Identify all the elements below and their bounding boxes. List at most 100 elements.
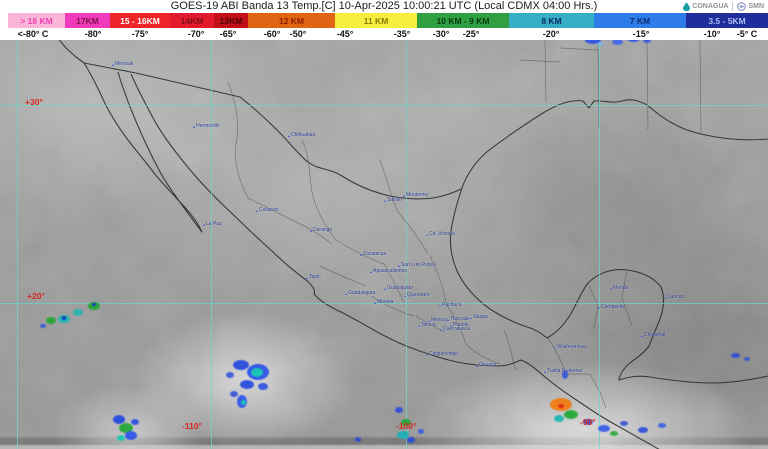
image-title: GOES-19 ABI Banda 13 Temp.[C] 10-Apr-202… [170, 0, 598, 12]
convective-cloud-cell [612, 40, 623, 45]
convective-cloud-cell [397, 431, 409, 439]
city-label: ▴ Cd. Victoria [426, 232, 455, 237]
city-marker-icon: ▴ [384, 285, 387, 291]
us-state-borders [519, 40, 702, 135]
city-name: Durango [313, 227, 333, 233]
city-label: ▴ Puebla [450, 323, 469, 328]
scale-segment: 14KM [170, 13, 214, 28]
convective-cloud-cell [113, 415, 125, 424]
city-label: ▴ Campeche [598, 305, 625, 310]
city-name: Aguascalientes [373, 268, 407, 274]
city-name: Saltillo [387, 197, 402, 203]
scale-segment: 13KM [214, 13, 248, 28]
city-marker-icon: ▴ [664, 294, 667, 300]
coast-us-west-baja [58, 40, 203, 233]
agency-logos: CONAGUA SMN [677, 1, 764, 12]
city-name: Monterrey [406, 192, 429, 198]
city-label: ▴ Hermosillo [193, 124, 220, 129]
convective-cloud-cell [418, 429, 424, 434]
map-overlay-svg [0, 40, 768, 449]
temperature-label: -60° [263, 29, 281, 39]
city-label: ▴ Mexico [428, 318, 447, 323]
city-label: ▴ Oaxaca [476, 363, 496, 368]
city-marker-icon: ▴ [256, 207, 259, 213]
coast-gulf-yucatan [449, 99, 768, 384]
city-name: Cd. Victoria [429, 231, 455, 237]
city-name: Zacatecas [363, 251, 387, 257]
city-marker-icon: ▴ [439, 302, 442, 308]
city-label: ▴ Guanajuato [384, 286, 413, 291]
scale-bar: > 18 KM 17KM 15 - 16KM 14KM 13KM 12 KM 11 KM 10… [0, 13, 768, 28]
conagua-logo: CONAGUA [683, 2, 728, 11]
city-label: ▴ Saltillo [384, 198, 402, 203]
city-marker-icon: ▴ [544, 368, 547, 374]
city-name: Tlaxcala [450, 316, 469, 322]
temperature-label: -65° [219, 29, 237, 39]
city-label: ▴ Durango [310, 228, 332, 233]
temperature-label: -10° [703, 29, 721, 39]
city-marker-icon: ▴ [288, 132, 291, 138]
satellite-map: +30° +20° -110° -100° -90° ▴ Mexicali ▴ Hermosil… [0, 40, 768, 449]
city-label: ▴ Culiacan [256, 208, 278, 213]
convective-cloud-cell [46, 317, 56, 324]
scale-segment: 11 KM [335, 13, 417, 28]
convective-cloud-cell [731, 353, 740, 358]
city-label: ▴ Jalapa [470, 315, 488, 320]
mx-state-borders [227, 81, 633, 409]
convective-cloud-cell [73, 309, 83, 316]
city-marker-icon: ▴ [345, 290, 348, 296]
conagua-label: CONAGUA [692, 3, 729, 10]
city-label: ▴ Cuernavaca [440, 327, 470, 332]
parallel-gridline [0, 105, 768, 106]
city-marker-icon: ▴ [447, 316, 450, 322]
scale-segment: 15 - 16KM [110, 13, 170, 28]
coast-pacific-mainland [130, 73, 660, 449]
coordinate-label: -100° [396, 421, 417, 431]
smn-swirl-icon [737, 2, 747, 11]
temperature-label: -20° [542, 29, 560, 39]
convective-cloud-cell [88, 302, 100, 310]
temperature-label: -30° [432, 29, 450, 39]
city-label: ▴ Queretaro [404, 293, 430, 298]
city-name: Mexicali [115, 61, 134, 67]
convective-cloud-cell [562, 370, 568, 379]
temperature-label: -15° [632, 29, 650, 39]
city-label: ▴ San Luis Potosi [398, 263, 436, 268]
coastlines [58, 40, 768, 449]
convective-cloud-cell [62, 316, 66, 320]
convective-cloud-cell [117, 435, 125, 441]
convective-cloud-cell [355, 437, 361, 442]
city-marker-icon: ▴ [426, 231, 429, 237]
city-name: Guanajuato [387, 285, 413, 291]
temperature-label: -35° [393, 29, 411, 39]
meridian-gridline [211, 40, 212, 449]
city-label: ▴ Chihuahua [288, 133, 315, 138]
city-marker-icon: ▴ [360, 251, 363, 257]
border-rio-grande [83, 62, 462, 200]
city-name: Queretaro [407, 292, 430, 298]
city-label: ▴ Guadalajara [345, 291, 375, 296]
scale-segment: 8 KM [509, 13, 594, 28]
scale-segment: 7 KM [594, 13, 686, 28]
city-name: San Luis Potosi [401, 262, 436, 268]
city-marker-icon: ▴ [384, 197, 387, 203]
city-label: ▴ Morelia [374, 300, 393, 305]
city-name: Mexico [431, 317, 447, 323]
city-marker-icon: ▴ [193, 123, 196, 129]
convective-cloud-cell [401, 419, 411, 426]
convective-cloud-cell [125, 431, 137, 440]
city-label: ▴ Aguascalientes [370, 269, 407, 274]
city-label: ▴ Cancun [664, 295, 684, 300]
convective-cloud-cell [226, 372, 234, 378]
city-marker-icon: ▴ [203, 221, 206, 227]
temperature-label: -25° [462, 29, 480, 39]
city-name: Pachuca [442, 302, 462, 308]
city-marker-icon: ▴ [428, 317, 431, 323]
convective-cloud-cell [131, 419, 139, 425]
temperature-scale: <-80° C -80° -75° -70° -65° -60° -50° -45° -35° -… [0, 28, 768, 40]
convective-cloud-cell [119, 423, 133, 433]
city-marker-icon: ▴ [610, 285, 613, 291]
city-label: ▴ Mexicali [112, 62, 133, 67]
convective-cloud-cell [598, 425, 610, 432]
city-name: Morelia [377, 299, 394, 305]
